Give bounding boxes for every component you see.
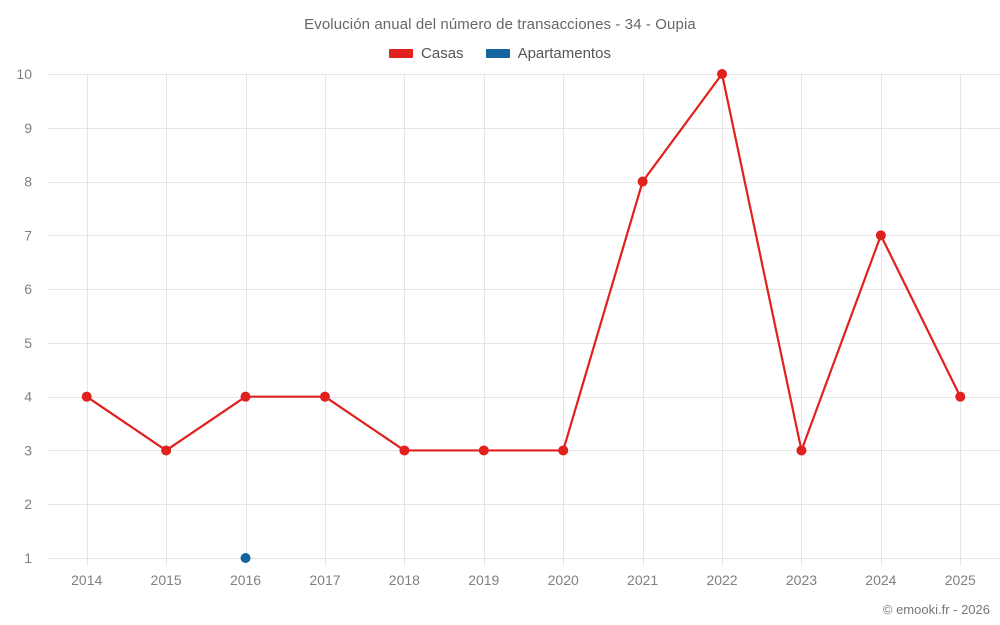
data-point-casas-2023[interactable] [796, 445, 807, 456]
x-tick-label-2019: 2019 [468, 572, 499, 588]
data-point-casas-2024[interactable] [875, 230, 886, 241]
legend-label-casas: Casas [421, 45, 464, 62]
x-tick-label-2018: 2018 [389, 572, 420, 588]
y-tick-label-9: 9 [24, 120, 32, 136]
data-point-casas-2019[interactable] [478, 445, 489, 456]
x-tick-label-2022: 2022 [706, 572, 737, 588]
y-tick-label-3: 3 [24, 442, 32, 458]
copyright-credit: © emooki.fr - 2026 [882, 602, 990, 617]
legend-swatch-casas [389, 49, 414, 58]
y-tick-label-10: 10 [16, 66, 32, 82]
x-tick-label-2024: 2024 [865, 572, 896, 588]
x-tick-label-2015: 2015 [151, 572, 182, 588]
chart-legend: Casas Apartamentos [0, 45, 1000, 62]
y-tick-label-1: 1 [24, 550, 32, 566]
y-tick-label-7: 7 [24, 227, 32, 243]
series-line-casas [85, 72, 962, 452]
data-point-casas-2017[interactable] [319, 391, 330, 402]
x-tick-label-2017: 2017 [309, 572, 340, 588]
legend-label-apartamentos: Apartamentos [517, 45, 611, 62]
data-point-casas-2016[interactable] [240, 391, 251, 402]
chart-title: Evolución anual del número de transaccio… [304, 16, 696, 33]
series-lines [85, 72, 962, 452]
data-point-casas-2014[interactable] [81, 391, 92, 402]
y-tick-label-8: 8 [24, 174, 32, 190]
data-point-casas-2018[interactable] [399, 445, 410, 456]
data-point-casas-2020[interactable] [558, 445, 569, 456]
legend-item-casas[interactable]: Casas [389, 45, 464, 62]
legend-swatch-apartamentos [485, 49, 510, 58]
x-axis-tick-labels: 2014 2015 2016 2017 2018 2019 2020 2021 2022 2023… [71, 572, 976, 588]
data-point-casas-2022[interactable] [717, 69, 728, 79]
data-point-casas-2015[interactable] [161, 445, 172, 456]
series-points [81, 69, 966, 563]
y-tick-label-6: 6 [24, 281, 32, 297]
data-point-casas-2025[interactable] [955, 391, 966, 402]
x-tick-label-2016: 2016 [230, 572, 261, 588]
data-point-apartamentos-2016[interactable] [240, 553, 251, 563]
y-axis-tick-labels: 1 2 3 4 5 6 7 8 9 10 [16, 66, 32, 566]
x-gridlines [87, 74, 961, 566]
data-point-casas-2021[interactable] [637, 176, 648, 187]
y-gridlines [47, 74, 1000, 559]
x-tick-label-2025: 2025 [945, 572, 976, 588]
x-tick-label-2014: 2014 [71, 572, 102, 588]
y-tick-label-4: 4 [24, 389, 32, 405]
x-tick-label-2020: 2020 [548, 572, 579, 588]
y-tick-label-5: 5 [24, 335, 32, 351]
x-tick-label-2023: 2023 [786, 572, 817, 588]
x-tick-label-2021: 2021 [627, 572, 658, 588]
legend-item-apartamentos[interactable]: Apartamentos [485, 45, 611, 62]
y-tick-label-2: 2 [24, 496, 32, 512]
